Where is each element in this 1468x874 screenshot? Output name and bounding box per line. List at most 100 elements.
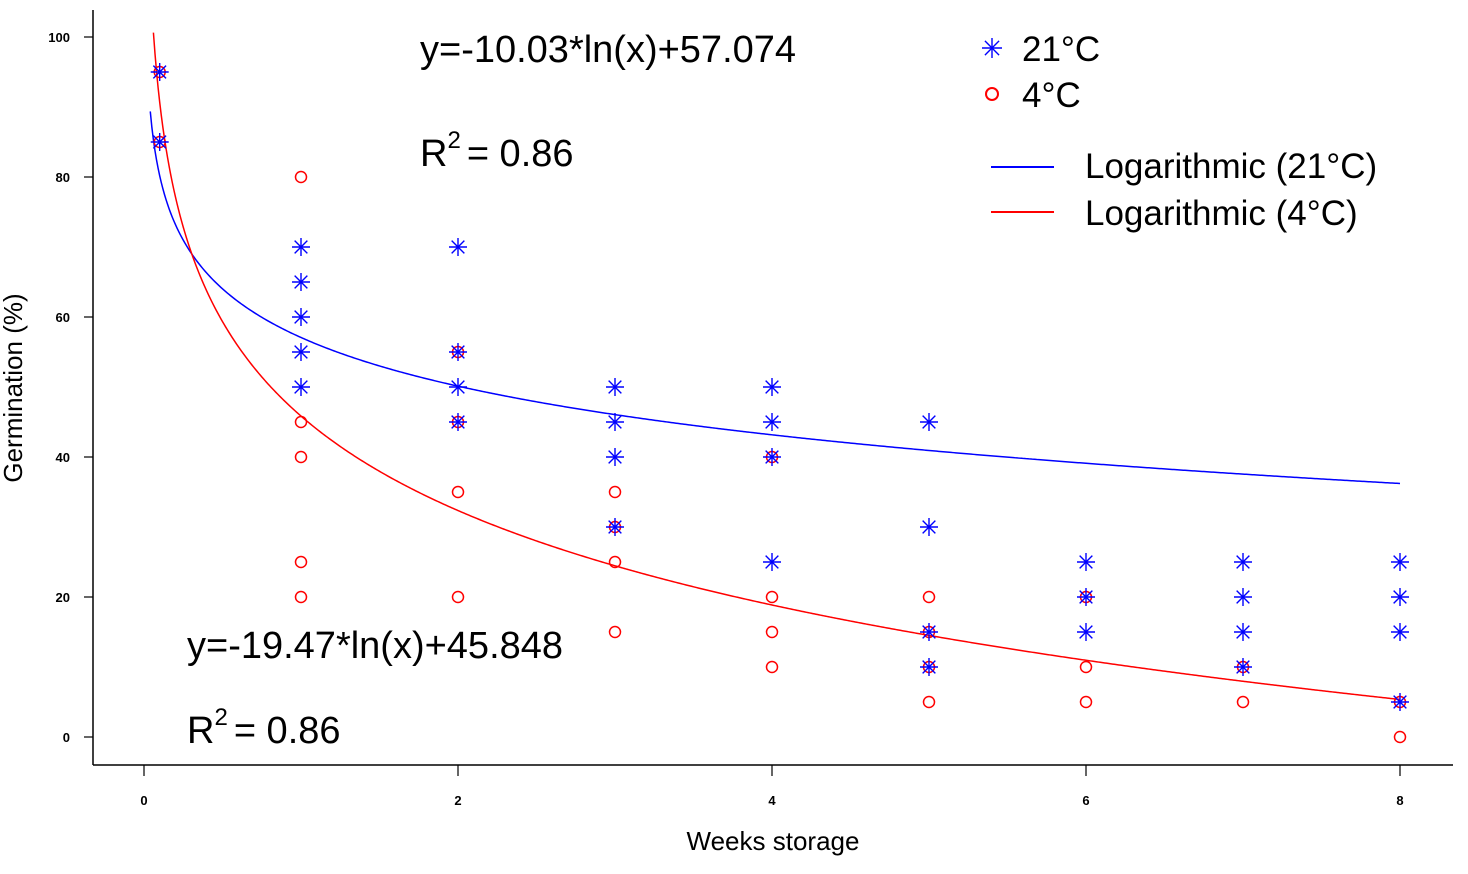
data-point-21c xyxy=(150,63,169,81)
asterisk-stroke xyxy=(1236,555,1250,569)
data-point-21c xyxy=(1391,553,1409,571)
equation-21c: y=-10.03*ln(x)+57.074 R2 = 0.86 xyxy=(420,29,796,175)
asterisk-stroke xyxy=(1393,555,1407,569)
data-point-21c xyxy=(449,378,467,396)
data-point-4c xyxy=(765,625,779,639)
data-point-4c xyxy=(294,450,308,464)
asterisk-stroke xyxy=(765,450,779,464)
x-tick-label: 2 xyxy=(454,793,461,808)
r2-4c-text: R2 = 0.86 xyxy=(187,704,341,752)
r2-21c-text: R2 = 0.86 xyxy=(420,127,574,175)
asterisk-stroke xyxy=(294,380,308,394)
asterisk-stroke xyxy=(608,450,622,464)
data-point-4c xyxy=(1079,695,1093,709)
legend-label-log-21c: Logarithmic (21°C) xyxy=(1085,147,1377,186)
legend-label-4c: 4°C xyxy=(1022,76,1081,115)
y-tick-label: 0 xyxy=(63,730,70,745)
data-point-21c xyxy=(449,413,467,431)
data-point-4c xyxy=(608,485,622,499)
data-point-21c xyxy=(150,133,169,151)
data-point-21c xyxy=(1077,553,1095,571)
asterisk-stroke xyxy=(294,310,308,324)
data-point-21c xyxy=(292,238,310,256)
r2-21c-value: = 0.86 xyxy=(467,133,574,175)
data-point-21c xyxy=(449,238,467,256)
data-point-21c xyxy=(920,658,938,676)
y-tick-label: 40 xyxy=(56,450,70,465)
data-point-21c xyxy=(1234,623,1252,641)
data-point-4c xyxy=(451,590,465,604)
x-tick-label: 6 xyxy=(1082,793,1089,808)
data-point-21c xyxy=(1234,658,1252,676)
asterisk-stroke xyxy=(1236,625,1250,639)
asterisk-stroke xyxy=(765,555,779,569)
legend-label-21c: 21°C xyxy=(1022,30,1100,69)
data-point-21c xyxy=(1391,623,1409,641)
asterisk-stroke xyxy=(152,65,167,79)
data-point-4c xyxy=(608,555,622,569)
legend-label-log-4c: Logarithmic (4°C) xyxy=(1085,194,1358,233)
r2-4c-label: R xyxy=(187,710,214,752)
asterisk-stroke xyxy=(765,380,779,394)
legend-item-4c: 4°C xyxy=(985,76,1081,115)
asterisk-stroke xyxy=(451,345,465,359)
data-point-21c xyxy=(920,413,938,431)
data-point-4c xyxy=(922,590,936,604)
asterisk-stroke xyxy=(608,380,622,394)
y-tick-label: 100 xyxy=(48,30,70,45)
equation-21c-text: y=-10.03*ln(x)+57.074 xyxy=(420,29,796,71)
data-point-21c xyxy=(763,378,781,396)
legend: 21°C 4°C Logarithmic (21°C) Logarithmic … xyxy=(982,30,1377,233)
x-axis-title: Weeks storage xyxy=(687,826,860,856)
legend-item-log-4c: Logarithmic (4°C) xyxy=(991,194,1358,233)
data-point-4c xyxy=(294,170,308,184)
asterisk-stroke xyxy=(294,345,308,359)
data-point-21c xyxy=(292,308,310,326)
x-tick-label: 4 xyxy=(768,793,776,808)
data-point-21c xyxy=(763,553,781,571)
equation-4c-text: y=-19.47*ln(x)+45.848 xyxy=(187,625,563,667)
y-ticks: 0 20 40 60 80 100 xyxy=(48,30,93,745)
data-point-21c xyxy=(1077,623,1095,641)
r2-4c-sup: 2 xyxy=(214,704,227,731)
asterisk-stroke xyxy=(922,660,936,674)
asterisk-stroke xyxy=(152,135,167,149)
asterisk-stroke xyxy=(451,380,465,394)
data-point-4c xyxy=(1393,730,1407,744)
asterisk-stroke xyxy=(451,415,465,429)
r2-21c-label: R xyxy=(420,133,447,175)
data-point-4c xyxy=(765,590,779,604)
data-point-21c xyxy=(763,448,781,466)
trendline-21c xyxy=(149,111,1401,485)
y-tick-label: 60 xyxy=(56,310,70,325)
asterisk-stroke xyxy=(608,415,622,429)
asterisk-stroke xyxy=(1393,695,1407,709)
asterisk-stroke xyxy=(451,240,465,254)
data-point-21c xyxy=(1234,588,1252,606)
data-point-21c xyxy=(606,448,624,466)
asterisk-stroke xyxy=(922,520,936,534)
r2-4c-value: = 0.86 xyxy=(234,710,341,752)
data-point-21c xyxy=(606,518,624,536)
x-tick-label: 0 xyxy=(140,793,147,808)
x-tick-label: 8 xyxy=(1396,793,1403,808)
data-points xyxy=(150,63,1409,744)
asterisk-stroke xyxy=(1079,625,1093,639)
r2-21c-sup: 2 xyxy=(447,127,460,154)
data-point-21c xyxy=(1077,588,1095,606)
data-point-4c xyxy=(294,555,308,569)
legend-item-log-21c: Logarithmic (21°C) xyxy=(991,147,1377,186)
data-point-4c xyxy=(1236,695,1250,709)
data-point-21c xyxy=(292,343,310,361)
data-point-21c xyxy=(1234,553,1252,571)
asterisk-marker-icon xyxy=(982,38,1002,58)
y-tick-label: 80 xyxy=(56,170,70,185)
data-point-21c xyxy=(1391,693,1409,711)
data-point-21c xyxy=(292,378,310,396)
asterisk-stroke xyxy=(608,520,622,534)
asterisk-stroke xyxy=(294,240,308,254)
asterisk-stroke xyxy=(1393,590,1407,604)
data-point-21c xyxy=(763,413,781,431)
circle-marker-icon xyxy=(985,87,999,101)
